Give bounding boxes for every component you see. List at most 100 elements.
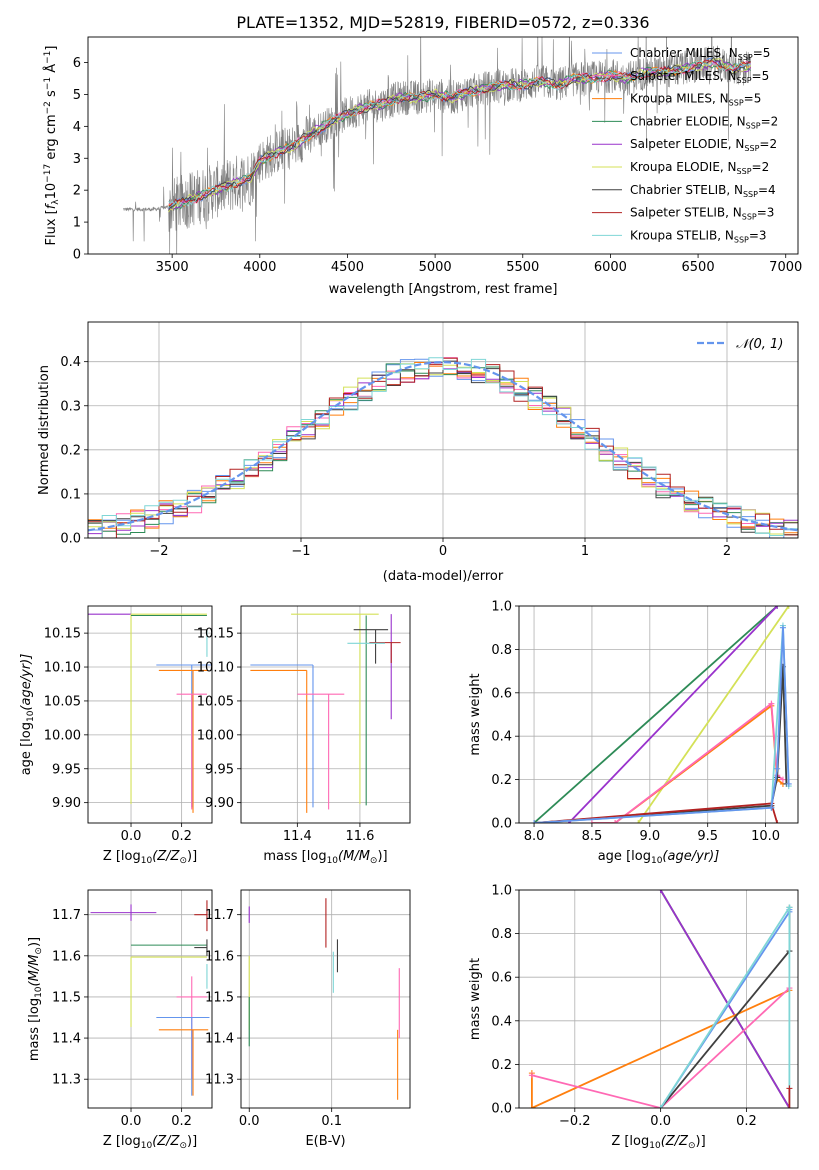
axes-frame [87,605,213,824]
x-tick-label: 5500 [506,260,539,275]
weight-marker [774,820,781,823]
y-tick-label: 1 [73,216,81,231]
y-tick-label: 11.5 [205,990,234,1005]
x-tick-label: 9.5 [697,829,718,844]
x-axis-label: mass [log10(M/M⊙)] [263,849,387,866]
y-tick-label: 0.0 [60,532,81,547]
axes-frame [240,605,411,824]
y-tick-label: 0.4 [491,1014,512,1029]
y-tick-label: 0.1 [60,487,81,502]
x-tick-label: 0.0 [239,1114,260,1129]
y-axis-label: mass [log10(M/M⊙)] [27,937,44,1061]
x-tick-label: 7000 [769,260,802,275]
model-spectrum-line [168,60,751,207]
weight-marker [779,776,786,783]
axes-frame [240,889,411,1109]
y-tick-label: 11.3 [205,1073,234,1088]
figure-title: PLATE=1352, MJD=52819, FIBERID=0572, z=0… [236,13,649,32]
y-axis-label: Flux [fλ10−17 erg cm−2 s−1 Å−1] [43,46,61,246]
y-axis-label: age [log10(age/yr)] [19,654,36,776]
y-tick-label: 2 [73,184,81,199]
y-tick-label: 4 [73,120,81,135]
y-tick-label: 0.8 [491,643,512,658]
legend-entry: Chabrier MILES, NSSP=5 [630,46,770,62]
weight-line [531,989,790,1108]
weight-marker [786,904,793,911]
x-tick-label: 8.0 [524,829,545,844]
y-tick-label: 0.2 [60,443,81,458]
x-tick-label: 3500 [156,260,189,275]
legend-entry: Chabrier ELODIE, NSSP=2 [630,114,778,130]
y-tick-label: 10.05 [44,694,81,709]
y-tick-label: 10.15 [197,627,234,642]
x-tick-label: 0.0 [650,1114,671,1129]
weight-marker [786,1085,793,1092]
weight-marker [657,890,664,893]
y-axis-label: mass weight [468,958,483,1040]
y-tick-label: 11.6 [52,949,81,964]
y-tick-label: 9.95 [52,762,81,777]
axes-frame [87,321,799,539]
legend-entry: Salpeter STELIB, NSSP=3 [630,206,774,222]
legend-entry: 𝒩(0, 1) [736,337,783,352]
weight-vs-metallicity-panel: −0.2 0.0 0.2 0.0 0.2 0.4 0.6 0.8 1.0 Z [log10(Z/Z… [468,884,799,1151]
y-tick-label: 0.4 [491,730,512,745]
model-spectrum-line [168,56,751,211]
y-tick-label: 11.3 [52,1073,81,1088]
legend-entry: Salpeter ELODIE, NSSP=2 [630,137,777,153]
y-tick-label: 11.7 [52,908,81,923]
y-tick-label: 11.4 [205,1032,234,1047]
errorbar-point [250,669,308,813]
x-tick-label: −1 [291,544,310,559]
x-tick-label: −2 [149,544,168,559]
x-tick-label: 9.0 [639,829,660,844]
axes-frame [518,889,799,1109]
weight-marker [786,1105,793,1108]
x-axis-label: wavelength [Angstrom, rest frame] [329,282,558,297]
residual-histogram-panel: −2 −1 0 1 2 0.0 0.1 0.2 0.3 0.4 (data-model)/error… [37,321,799,584]
y-tick-label: 0.2 [491,1058,512,1073]
age-vs-metallicity-panel: 0.0 0.2 9.90 9.95 10.00 10.05 10.10 10.15 Z [log… [19,605,213,866]
x-tick-label: 0.1 [321,1114,342,1129]
y-tick-label: 10.00 [44,728,81,743]
y-tick-label: 9.95 [205,762,234,777]
weight-line [533,666,788,823]
x-tick-label: 4500 [331,260,364,275]
y-tick-label: 10.10 [44,661,81,676]
weight-marker [635,820,642,823]
weight-line [659,904,791,1108]
x-axis-label: age [log10(age/yr)] [598,849,720,866]
y-axis-label: mass weight [468,673,483,755]
y-tick-label: 0.4 [60,355,81,370]
errorbar-point [250,664,314,808]
x-tick-label: 5000 [419,260,452,275]
y-tick-label: 0.0 [491,1102,512,1117]
histogram-step [88,357,798,538]
weight-line [637,606,790,823]
legend-entry: Salpeter MILES, NSSP=5 [630,69,769,85]
axes-frame [518,605,799,824]
x-tick-label: 0.0 [121,829,142,844]
weight-line [659,890,791,1108]
weight-line [533,625,790,823]
y-tick-label: 11.5 [52,990,81,1005]
x-axis-label: Z [log10(Z/Z⊙)] [611,1134,705,1151]
spectrum-panel: 3500 4000 4500 5000 5500 6000 6500 7000 0 1 2 3 4 5 6 w… [43,36,802,297]
y-tick-label: 1.0 [491,600,512,615]
x-tick-label: 2 [723,544,731,559]
x-tick-label: 0.2 [171,1114,192,1129]
errorbar-point [194,939,208,956]
x-axis-label: Z [log10(Z/Z⊙)] [103,1134,197,1151]
x-tick-label: 6500 [682,260,715,275]
errorbar-point [297,693,345,810]
y-tick-label: 0.6 [491,971,512,986]
legend-entry: Kroupa ELODIE, NSSP=2 [630,160,769,176]
weight-line [531,987,791,1108]
weight-marker [612,820,619,823]
x-tick-label: 11.6 [345,829,374,844]
model-spectrum-line [168,59,751,207]
errorbar-point [130,956,207,1027]
errorbar-point [353,629,389,664]
weight-line [533,606,778,823]
x-tick-label: 4000 [243,260,276,275]
